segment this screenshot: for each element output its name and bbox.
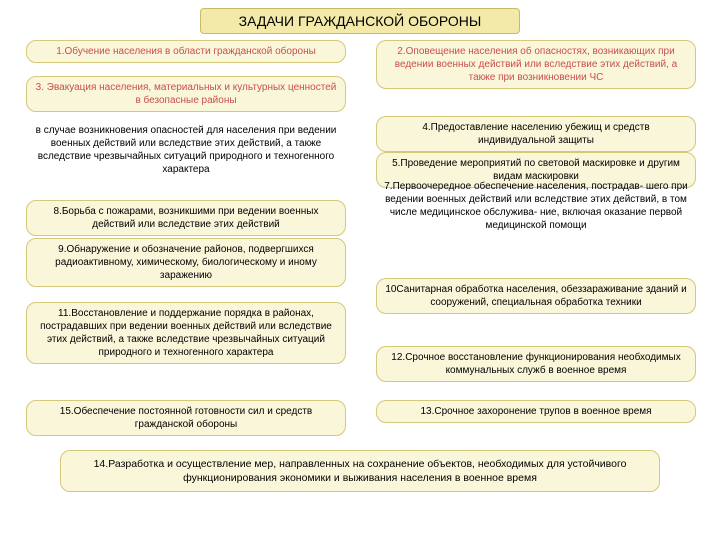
task-box-3b: в случае возникновения опасностей для на…	[26, 120, 346, 180]
task-box-14: 14.Разработка и осуществление мер, напра…	[60, 450, 660, 492]
page-title: ЗАДАЧИ ГРАЖДАНСКОЙ ОБОРОНЫ	[200, 8, 520, 34]
task-box-8: 8.Борьба с пожарами, возникшими при веде…	[26, 200, 346, 236]
task-box-10: 10Санитарная обработка населения, обезза…	[376, 278, 696, 314]
task-box-12: 12.Срочное восстановление функционирован…	[376, 346, 696, 382]
task-box-13: 13.Срочное захоронение трупов в военное …	[376, 400, 696, 423]
task-box-2: 2.Оповещение населения об опасностях, во…	[376, 40, 696, 89]
task-box-1: 1.Обучение населения в области гражданск…	[26, 40, 346, 63]
task-box-3: 3. Эвакуация населения, материальных и к…	[26, 76, 346, 112]
task-box-11: 11.Восстановление и поддержание порядка …	[26, 302, 346, 364]
task-box-15: 15.Обеспечение постоянной готовности сил…	[26, 400, 346, 436]
task-box-4: 4.Предоставление населению убежищ и сред…	[376, 116, 696, 152]
task-box-7: 7.Первоочередное обеспечение населения, …	[376, 176, 696, 236]
task-box-9: 9.Обнаружение и обозначение районов, под…	[26, 238, 346, 287]
